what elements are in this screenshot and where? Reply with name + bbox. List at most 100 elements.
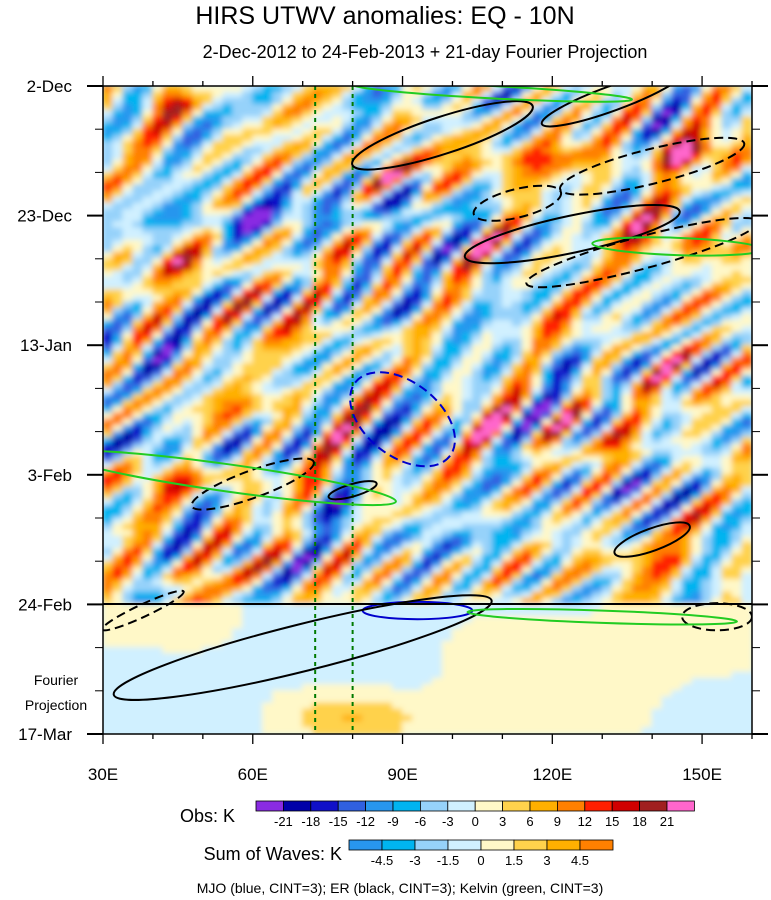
field-cell	[122, 523, 134, 531]
field-cell	[471, 153, 484, 161]
field-cell	[212, 443, 224, 451]
field-cell	[152, 276, 164, 285]
field-cell	[521, 202, 533, 211]
field-cell	[252, 196, 264, 204]
field-cell	[651, 171, 663, 180]
field-cell	[302, 375, 314, 383]
field-cell	[541, 344, 553, 352]
field-cell	[501, 307, 513, 315]
field-cell	[511, 301, 523, 309]
field-cell	[731, 449, 743, 457]
field-cell	[352, 492, 364, 501]
field-cell	[332, 326, 344, 334]
field-cell	[352, 455, 364, 464]
field-cell	[192, 208, 204, 217]
field-cell	[431, 535, 444, 544]
field-cell	[172, 381, 184, 389]
field-cell	[192, 326, 204, 334]
field-cell	[551, 486, 563, 494]
field-cell	[132, 375, 144, 383]
field-cell	[272, 393, 284, 402]
field-cell	[352, 159, 364, 167]
field-cell	[431, 122, 444, 130]
field-cell	[561, 535, 573, 544]
field-cell	[222, 190, 234, 198]
field-cell	[212, 282, 224, 291]
field-cell	[202, 103, 214, 112]
field-cell	[332, 554, 344, 562]
field-cell	[152, 190, 164, 198]
field-cell	[401, 517, 414, 525]
field-cell	[631, 282, 643, 291]
field-cell	[501, 110, 513, 118]
field-cell	[511, 270, 523, 278]
field-cell	[182, 474, 194, 482]
field-cell	[461, 350, 474, 359]
field-cell	[292, 159, 304, 167]
field-cell	[461, 548, 474, 556]
field-cell	[581, 461, 593, 470]
field-cell	[721, 282, 733, 291]
field-cell	[252, 443, 264, 451]
field-cell	[212, 97, 224, 106]
field-cell	[232, 270, 244, 278]
field-cell	[202, 301, 214, 309]
field-cell	[401, 301, 414, 309]
field-cell	[411, 245, 424, 254]
field-cell	[302, 171, 314, 180]
field-cell	[401, 215, 414, 223]
field-cell	[202, 511, 214, 519]
field-cell	[681, 289, 693, 297]
field-cell	[421, 387, 434, 396]
field-cell	[381, 307, 394, 315]
field-cell	[691, 505, 703, 513]
field-cell	[322, 431, 334, 439]
field-cell	[611, 184, 623, 192]
field-cell	[451, 116, 464, 124]
field-cell	[611, 437, 623, 445]
field-cell	[601, 338, 613, 346]
field-cell	[431, 264, 444, 272]
field-cell	[401, 276, 414, 285]
field-cell	[501, 431, 513, 439]
field-cell	[681, 375, 693, 383]
field-cell	[371, 554, 384, 562]
field-cell	[342, 356, 354, 365]
field-cell	[371, 227, 384, 235]
field-cell	[661, 437, 673, 445]
field-cell	[511, 196, 523, 204]
field-cell	[631, 301, 643, 309]
field-cell	[302, 184, 314, 192]
field-cell	[112, 134, 124, 143]
field-cell	[212, 338, 224, 346]
field-cell	[551, 363, 563, 371]
field-cell	[302, 356, 314, 365]
field-cell	[541, 529, 553, 538]
field-cell	[661, 535, 673, 544]
field-cell	[222, 548, 234, 556]
field-cell	[491, 492, 503, 501]
field-cell	[561, 319, 573, 328]
field-cell	[461, 412, 474, 420]
field-cell	[511, 437, 523, 445]
field-cell	[601, 548, 613, 556]
field-cell	[721, 227, 733, 235]
field-cell	[701, 202, 713, 211]
field-cell	[451, 221, 464, 229]
field-cell	[401, 97, 414, 106]
field-cell	[252, 221, 264, 229]
field-cell	[212, 523, 224, 531]
field-cell	[192, 363, 204, 371]
field-cell	[731, 208, 743, 217]
field-cell	[511, 233, 523, 241]
field-cell	[332, 511, 344, 519]
field-cell	[691, 412, 703, 420]
field-cell	[142, 140, 154, 149]
field-cell	[401, 91, 414, 99]
field-cell	[411, 492, 424, 501]
field-cell	[401, 295, 414, 303]
field-cell	[103, 474, 114, 482]
field-cell	[481, 264, 493, 272]
field-cell	[362, 122, 374, 130]
